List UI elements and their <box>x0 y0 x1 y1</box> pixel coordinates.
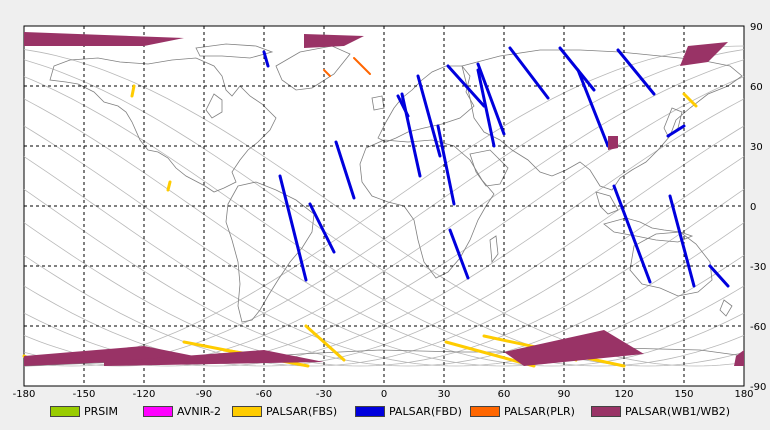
legend-label: PALSAR(FBS) <box>266 404 338 418</box>
swath-fbd <box>476 62 506 136</box>
swath-fbd <box>666 124 686 138</box>
longitude-tick-labels: -180 -150 -120 -90 -60 -30 0 30 60 90 120 150 180 <box>13 389 754 400</box>
x-tick-label: -30 <box>316 389 332 400</box>
y-tick-label: 90 <box>750 22 763 33</box>
swath-wb <box>734 350 744 366</box>
x-tick-label: 60 <box>498 389 511 400</box>
x-tick-label: 90 <box>558 389 571 400</box>
y-tick-label: -30 <box>750 262 766 273</box>
x-tick-label: -180 <box>13 389 36 400</box>
x-tick-label: 30 <box>438 389 451 400</box>
lat-lon-grid <box>24 26 744 386</box>
legend-item: AVNIR-2 <box>143 404 221 418</box>
latitude-tick-labels: 90 60 30 0 -30 -60 -90 <box>750 22 766 393</box>
legend-swatch <box>50 405 80 417</box>
swath-fbd <box>278 174 308 282</box>
x-tick-label: -150 <box>73 389 96 400</box>
swath-fbd <box>262 50 270 68</box>
swath-plr <box>353 57 371 75</box>
legend-label: PALSAR(FBD) <box>389 404 462 418</box>
x-tick-label: 0 <box>381 389 387 400</box>
swath-fbd <box>396 94 410 118</box>
legend-item: PRSIM <box>50 404 118 418</box>
legend: PRSIM AVNIR-2 PALSAR(FBS) PALSAR(FBD) PALSAR… <box>0 400 770 422</box>
legend-item: PALSAR(FBD) <box>355 404 462 418</box>
legend-label: PRSIM <box>84 404 118 418</box>
x-tick-label: -90 <box>196 389 212 400</box>
legend-label: AVNIR-2 <box>177 404 221 418</box>
swath-wb <box>608 136 618 150</box>
legend-item: PALSAR(FBS) <box>232 404 337 418</box>
swath-fbd <box>446 64 486 108</box>
swath-fbd <box>612 184 652 284</box>
legend-swatch <box>355 405 385 417</box>
swath-fbd <box>436 124 456 206</box>
swath-wb <box>504 330 644 366</box>
swath-fbd <box>476 68 496 148</box>
legend-label: PALSAR(WB1/WB2) <box>625 404 731 418</box>
x-tick-label: 180 <box>734 389 753 400</box>
swath-fbd <box>576 68 610 148</box>
legend-label: PALSAR(PLR) <box>504 404 575 418</box>
legend-swatch <box>591 405 621 417</box>
legend-item: PALSAR(PLR) <box>470 404 575 418</box>
swath-wb <box>24 346 204 366</box>
legend-swatch <box>232 405 262 417</box>
legend-swatch <box>470 405 500 417</box>
x-tick-label: -120 <box>133 389 156 400</box>
swath-fbs <box>166 180 172 192</box>
swath-fbs <box>682 92 698 108</box>
swath-fbd <box>708 264 730 288</box>
y-tick-label: 0 <box>750 202 756 213</box>
swath-fbd <box>668 194 696 288</box>
x-tick-label: 150 <box>674 389 693 400</box>
orbit-track <box>23 188 745 367</box>
x-tick-label: -60 <box>256 389 272 400</box>
swath-plr <box>323 69 331 77</box>
observation-swaths <box>22 32 744 368</box>
legend-swatch <box>143 405 173 417</box>
swath-fbd <box>334 140 356 200</box>
swath-fbs <box>130 84 136 98</box>
swath-wb <box>304 34 364 48</box>
y-tick-label: -60 <box>750 322 766 333</box>
swath-fbs <box>304 324 346 362</box>
x-tick-label: 120 <box>614 389 633 400</box>
swath-fbd <box>308 202 336 254</box>
swath-wb <box>24 32 184 46</box>
swath-fbd <box>448 228 470 280</box>
swath-fbd <box>616 48 656 96</box>
y-tick-label: 30 <box>750 142 763 153</box>
swath-fbd <box>508 46 550 100</box>
swath-fbd <box>416 74 442 158</box>
legend-item: PALSAR(WB1/WB2) <box>591 404 730 418</box>
world-map: -180 -150 -120 -90 -60 -30 0 30 60 90 120 150 180 90… <box>13 22 767 400</box>
swath-wb <box>104 350 324 366</box>
y-tick-label: -90 <box>750 382 766 393</box>
y-tick-label: 60 <box>750 82 763 93</box>
swath-wb <box>680 42 728 66</box>
